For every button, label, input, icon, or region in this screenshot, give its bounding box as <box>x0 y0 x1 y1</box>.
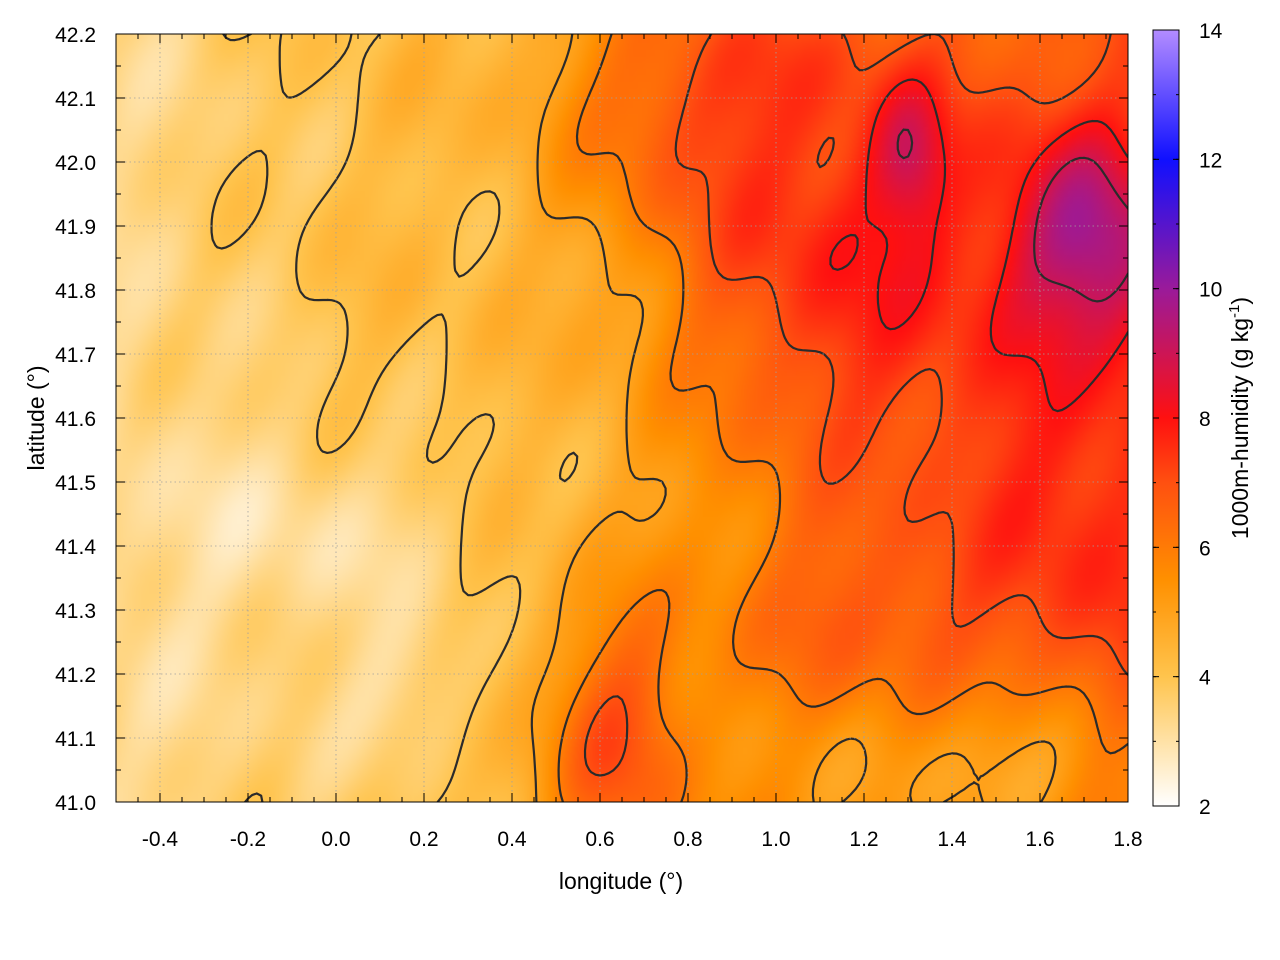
y-tick-label: 41.8 <box>55 280 96 303</box>
x-axis-label: longitude (°) <box>559 868 683 894</box>
x-tick-label: 0.2 <box>409 828 438 851</box>
y-tick-label: 41.1 <box>55 728 96 751</box>
colorbar-label-sup: -1 <box>1226 305 1243 318</box>
contour-line <box>210 34 579 802</box>
x-tick-label: 0.0 <box>321 828 350 851</box>
x-tick-label: 1.8 <box>1113 828 1142 851</box>
y-tick-label: 41.4 <box>55 536 96 559</box>
x-axis-ticks: -0.4 -0.2 0.0 0.2 0.4 0.6 0.8 1.0 1.2 1.4 1.6 1.8 <box>115 34 1143 851</box>
colorbar-label-end: ) <box>1227 297 1253 305</box>
colorbar-tick-label: 10 <box>1199 279 1222 302</box>
colorbar-label: 1000m-humidity (g kg-1) <box>1226 297 1253 539</box>
x-tick-label: 1.0 <box>761 828 790 851</box>
x-tick-label: 0.8 <box>673 828 702 851</box>
y-tick-label: 41.9 <box>55 216 96 239</box>
colorbar-tick-label: 12 <box>1199 149 1222 172</box>
plot-area: -0.4 -0.2 0.0 0.2 0.4 0.6 0.8 1.0 1.2 1.4 1.6 1.8 4… <box>55 24 1142 851</box>
humidity-contours <box>210 34 1128 802</box>
x-tick-label: -0.2 <box>230 828 266 851</box>
y-tick-label: 42.2 <box>55 24 96 47</box>
y-tick-label: 41.0 <box>55 792 96 815</box>
y-tick-label: 42.1 <box>55 88 96 111</box>
colorbar-label-main: 1000m-humidity (g kg <box>1227 318 1253 539</box>
y-axis-ticks: 41.0 41.1 41.2 41.3 41.4 41.5 41.6 41.7 41.8 41.9… <box>55 24 1128 815</box>
colorbar-tick-label: 2 <box>1199 796 1211 819</box>
y-tick-label: 41.5 <box>55 472 96 495</box>
x-tick-label: 1.4 <box>937 828 967 851</box>
colorbar-ticks: 2 4 6 8 10 12 14 <box>1153 20 1223 819</box>
x-tick-label: -0.4 <box>142 828 179 851</box>
x-tick-label: 1.2 <box>849 828 878 851</box>
x-tick-label: 0.6 <box>585 828 614 851</box>
y-tick-label: 41.2 <box>55 664 96 687</box>
contour-line <box>530 34 1057 802</box>
contour-line <box>829 78 1128 413</box>
y-tick-label: 41.7 <box>55 344 96 367</box>
y-tick-label: 41.3 <box>55 600 96 623</box>
contour-line <box>583 34 1128 777</box>
colorbar-tick-label: 14 <box>1199 20 1223 43</box>
y-tick-label: 41.6 <box>55 408 96 431</box>
contour-line <box>557 34 1128 802</box>
colorbar: 2 4 6 8 10 12 14 1000m-humidity (g kg-1) <box>1152 20 1253 819</box>
colorbar-tick-label: 8 <box>1199 408 1211 431</box>
y-axis-label: latitude (°) <box>23 365 49 470</box>
x-tick-label: 0.4 <box>497 828 527 851</box>
colorbar-tick-label: 4 <box>1199 667 1211 690</box>
grid-lines <box>116 34 1128 802</box>
y-tick-label: 42.0 <box>55 152 96 175</box>
colorbar-tick-label: 6 <box>1199 537 1211 560</box>
contour-line <box>896 128 1128 303</box>
x-tick-label: 1.6 <box>1025 828 1054 851</box>
